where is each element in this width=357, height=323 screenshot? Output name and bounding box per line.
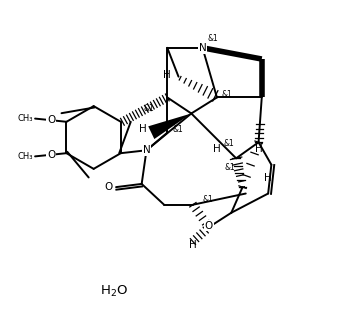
Text: &1: &1 xyxy=(207,34,218,43)
Text: N: N xyxy=(198,43,206,53)
Text: H: H xyxy=(164,70,171,80)
Text: O: O xyxy=(47,115,55,125)
Text: H: H xyxy=(189,240,197,250)
Text: CH₃: CH₃ xyxy=(18,114,34,123)
Text: &1: &1 xyxy=(222,90,232,99)
Polygon shape xyxy=(148,113,191,139)
Text: H: H xyxy=(213,144,221,154)
Text: H: H xyxy=(139,124,147,134)
Text: CH₃: CH₃ xyxy=(18,152,34,161)
Text: O: O xyxy=(205,221,213,231)
Text: &1: &1 xyxy=(172,125,183,134)
Text: H$_2$O: H$_2$O xyxy=(100,284,129,299)
Text: O: O xyxy=(47,150,55,160)
Text: H: H xyxy=(264,172,272,182)
Text: &1: &1 xyxy=(225,163,236,172)
Text: O: O xyxy=(105,182,113,192)
Text: &1: &1 xyxy=(202,195,213,204)
Text: &1: &1 xyxy=(223,140,234,148)
Text: H: H xyxy=(255,144,262,154)
Text: &1: &1 xyxy=(143,104,154,113)
Text: N: N xyxy=(142,145,150,155)
